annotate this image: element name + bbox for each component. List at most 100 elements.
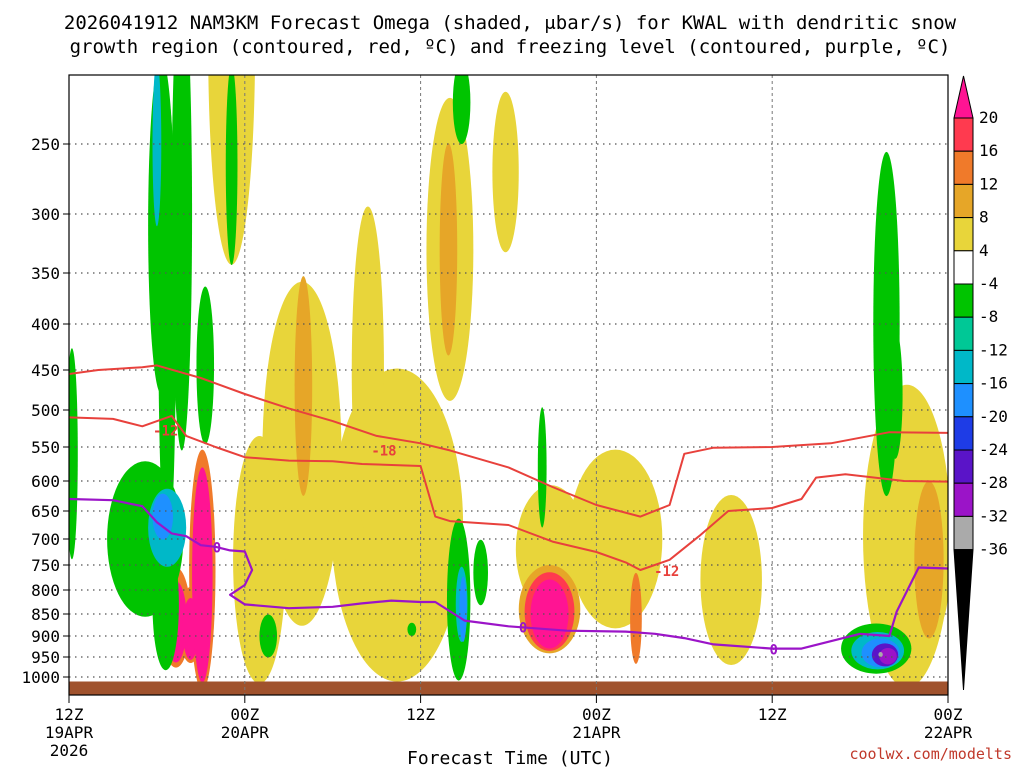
x-tick-label-0-1: 19APR: [45, 723, 94, 742]
x-tick-label-1-1: 20APR: [221, 723, 270, 742]
y-tick-label-12: 850: [31, 605, 60, 624]
x-tick-label-2-0: 12Z: [406, 705, 435, 724]
gridlines: [69, 75, 948, 695]
colorbar-segment-11: [953, 449, 974, 484]
x-tick-label-5-0: 00Z: [934, 705, 963, 724]
omega-shading: [69, 75, 948, 691]
omega-area-37: [452, 75, 471, 144]
contour-label-5: 0: [769, 642, 777, 658]
colorbar-segment-5: [953, 250, 974, 285]
plot-frame: [68, 74, 949, 696]
colorbar-label-1: 16: [979, 141, 998, 160]
colorbar-label-9: -20: [979, 407, 1008, 426]
colorbar-label-4: 4: [979, 241, 989, 260]
omega-area-5: [492, 91, 519, 253]
omega-area-31: [152, 538, 179, 671]
contour-label-3: 0: [213, 540, 221, 556]
x-tick-label-0-0: 12Z: [55, 705, 84, 724]
colorbar-label-11: -28: [979, 473, 1008, 492]
colorbar-segment-bottom: [953, 549, 974, 691]
y-tick-label-0: 250: [31, 135, 60, 154]
colorbar-segment-8: [953, 349, 974, 385]
x-tick-label-3-1: 21APR: [572, 723, 621, 742]
omega-area-51: [878, 651, 883, 657]
x-tick-label-5-1: 22APR: [924, 723, 973, 742]
omega-area-6: [233, 436, 286, 684]
colorbar-label-8: -16: [979, 374, 1008, 393]
contour-labels: -12 -18 -12 0 0 0: [153, 424, 778, 659]
omega-area-29: [225, 75, 238, 265]
chart-title-line-1: 2026041912 NAM3KM Forecast Omega (shaded…: [64, 12, 957, 34]
y-tick-label-6: 550: [31, 438, 60, 457]
omega-area-27: [171, 75, 193, 451]
contour-dgz_lower: [69, 414, 948, 571]
colorbar-label-7: -12: [979, 340, 1008, 359]
omega-area-0: [331, 368, 464, 682]
y-tick-label-14: 950: [31, 648, 60, 667]
contour-lines: [69, 364, 948, 650]
y-tick-label-13: 900: [31, 627, 60, 646]
colorbar-segment-13: [953, 515, 974, 551]
colorbar-segment-7: [953, 316, 974, 351]
omega-area-23: [192, 467, 213, 683]
omega-area-47: [459, 576, 467, 642]
y-axis: 250 300 350 400 450 500 550 600 650 700 750 800 850 9…: [21, 135, 69, 687]
omega-area-9: [700, 495, 762, 665]
x-axis-title: Forecast Time (UTC): [407, 748, 613, 768]
contour-label-4: 0: [519, 621, 527, 637]
colorbar-label-10: -24: [979, 440, 1008, 459]
colorbar-segment-top: [953, 75, 974, 119]
y-tick-label-10: 750: [31, 556, 60, 575]
contour-label-0: -12: [153, 424, 178, 440]
y-tick-label-11: 800: [31, 581, 60, 600]
omega-area-20: [630, 572, 642, 664]
y-tick-label-3: 400: [31, 315, 60, 334]
colorbar-segment-3: [953, 183, 974, 219]
colorbar: 20 16 12 8 4 -4 -8 -12 -16 -20 -24 -28 -32 -36: [953, 75, 1008, 691]
y-tick-label-2: 350: [31, 264, 60, 283]
colorbar-segment-6: [953, 283, 974, 318]
contour-label-2: -12: [654, 564, 679, 580]
omega-area-46: [152, 493, 174, 540]
chart-title-line-2: growth region (contoured, red, ºC) and f…: [70, 36, 951, 58]
x-tick-label-0-2: 2026: [50, 741, 89, 760]
y-tick-label-8: 650: [31, 502, 60, 521]
colorbar-segment-12: [953, 482, 974, 517]
omega-area-26: [158, 91, 176, 557]
contour-freezing: [69, 497, 948, 650]
colorbar-segment-9: [953, 383, 974, 418]
omega-area-12: [294, 276, 313, 496]
colorbar-segment-4: [953, 217, 974, 252]
terrain-layer: [69, 681, 948, 695]
colorbar-label-2: 12: [979, 174, 998, 193]
terrain-strip: [69, 681, 948, 695]
colorbar-label-3: 8: [979, 208, 989, 227]
y-tick-label-9: 700: [31, 530, 60, 549]
y-tick-label-5: 500: [31, 401, 60, 420]
colorbar-segment-1: [953, 117, 974, 152]
colorbar-label-0: 20: [979, 108, 998, 127]
omega-area-32: [69, 348, 78, 560]
y-tick-label-15: 1000: [21, 668, 60, 687]
colorbar-label-5: -4: [979, 274, 998, 293]
y-tick-label-7: 600: [31, 472, 60, 491]
colorbar-label-6: -8: [979, 307, 998, 326]
omega-area-3: [351, 206, 384, 534]
contour-dgz_upper: [69, 364, 948, 518]
colorbar-label-12: -32: [979, 506, 1008, 525]
colorbar-segment-10: [953, 416, 974, 451]
omega-area-13: [439, 143, 458, 356]
x-tick-label-3-0: 00Z: [582, 705, 611, 724]
omega-area-15: [914, 481, 944, 639]
omega-area-40: [887, 329, 903, 459]
colorbar-label-13: -36: [979, 540, 1008, 559]
omega-area-28: [196, 286, 215, 445]
omega-area-50: [879, 647, 897, 665]
omega-area-38: [407, 622, 417, 637]
credit-text: coolwx.com/modelts: [849, 745, 1012, 763]
omega-area-36: [537, 407, 547, 528]
colorbar-segment-2: [953, 150, 974, 185]
omega-area-35: [473, 539, 488, 606]
